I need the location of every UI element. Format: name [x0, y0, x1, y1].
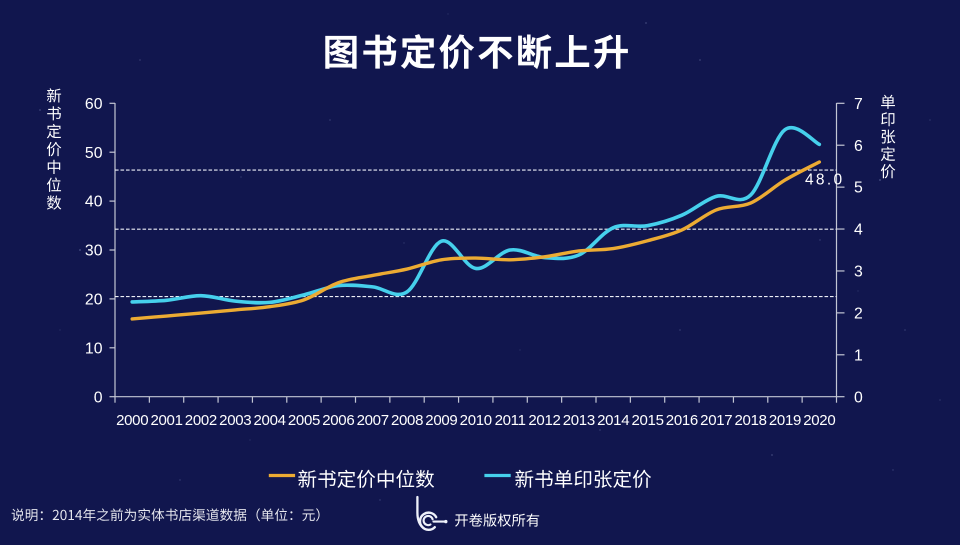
svg-text:2015: 2015: [631, 412, 663, 429]
svg-text:0: 0: [854, 389, 863, 406]
svg-text:2006: 2006: [322, 412, 354, 429]
svg-text:40: 40: [85, 194, 103, 211]
svg-text:50: 50: [85, 145, 103, 162]
svg-text:7: 7: [854, 96, 863, 113]
svg-text:2017: 2017: [700, 412, 732, 429]
svg-text:5: 5: [854, 180, 863, 197]
svg-text:2000: 2000: [116, 412, 148, 429]
svg-text:2007: 2007: [357, 412, 389, 429]
svg-text:2016: 2016: [666, 412, 698, 429]
svg-text:2002: 2002: [185, 412, 217, 429]
svg-text:2018: 2018: [735, 412, 767, 429]
svg-text:1: 1: [854, 347, 863, 364]
svg-text:2020: 2020: [803, 412, 835, 429]
svg-text:2009: 2009: [425, 412, 457, 429]
svg-text:2010: 2010: [460, 412, 492, 429]
svg-text:0: 0: [94, 389, 103, 406]
svg-text:60: 60: [85, 96, 103, 113]
svg-text:2001: 2001: [150, 412, 182, 429]
svg-text:10: 10: [85, 340, 103, 357]
svg-text:6: 6: [854, 138, 863, 155]
svg-text:2004: 2004: [254, 412, 286, 429]
svg-text:2: 2: [854, 305, 863, 322]
svg-text:2012: 2012: [528, 412, 560, 429]
svg-text:2005: 2005: [288, 412, 320, 429]
svg-text:2013: 2013: [563, 412, 595, 429]
svg-text:2008: 2008: [391, 412, 423, 429]
svg-text:2003: 2003: [219, 412, 251, 429]
svg-text:48.0: 48.0: [805, 172, 844, 189]
svg-text:2019: 2019: [769, 412, 801, 429]
svg-text:2014: 2014: [597, 412, 629, 429]
svg-text:2011: 2011: [495, 412, 526, 429]
svg-text:20: 20: [85, 292, 103, 309]
svg-text:3: 3: [854, 264, 863, 281]
svg-text:4: 4: [854, 222, 863, 239]
svg-text:30: 30: [85, 243, 103, 260]
